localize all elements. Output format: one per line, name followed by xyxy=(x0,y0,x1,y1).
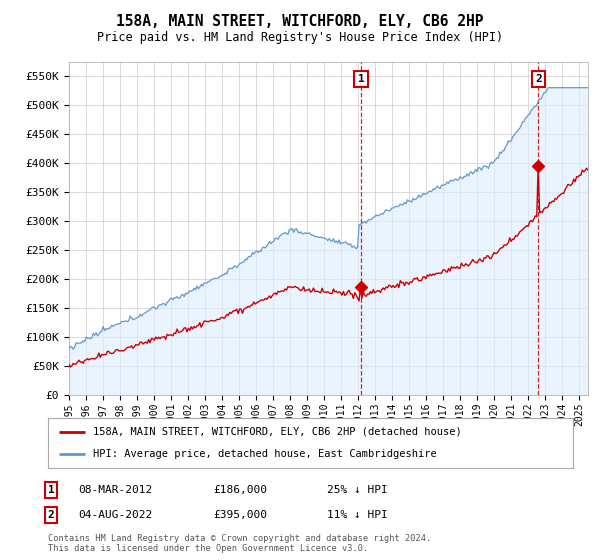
Text: Price paid vs. HM Land Registry's House Price Index (HPI): Price paid vs. HM Land Registry's House … xyxy=(97,31,503,44)
Text: 1: 1 xyxy=(358,74,364,84)
Text: 11% ↓ HPI: 11% ↓ HPI xyxy=(327,510,388,520)
Text: £186,000: £186,000 xyxy=(213,485,267,495)
Text: 158A, MAIN STREET, WITCHFORD, ELY, CB6 2HP: 158A, MAIN STREET, WITCHFORD, ELY, CB6 2… xyxy=(116,14,484,29)
Text: 1: 1 xyxy=(47,485,55,495)
Text: 08-MAR-2012: 08-MAR-2012 xyxy=(78,485,152,495)
Text: Contains HM Land Registry data © Crown copyright and database right 2024.
This d: Contains HM Land Registry data © Crown c… xyxy=(48,534,431,553)
Text: 2: 2 xyxy=(535,74,542,84)
Text: 25% ↓ HPI: 25% ↓ HPI xyxy=(327,485,388,495)
Text: HPI: Average price, detached house, East Cambridgeshire: HPI: Average price, detached house, East… xyxy=(92,449,436,459)
Text: 2: 2 xyxy=(47,510,55,520)
Text: £395,000: £395,000 xyxy=(213,510,267,520)
Text: 04-AUG-2022: 04-AUG-2022 xyxy=(78,510,152,520)
Text: 158A, MAIN STREET, WITCHFORD, ELY, CB6 2HP (detached house): 158A, MAIN STREET, WITCHFORD, ELY, CB6 2… xyxy=(92,427,461,437)
